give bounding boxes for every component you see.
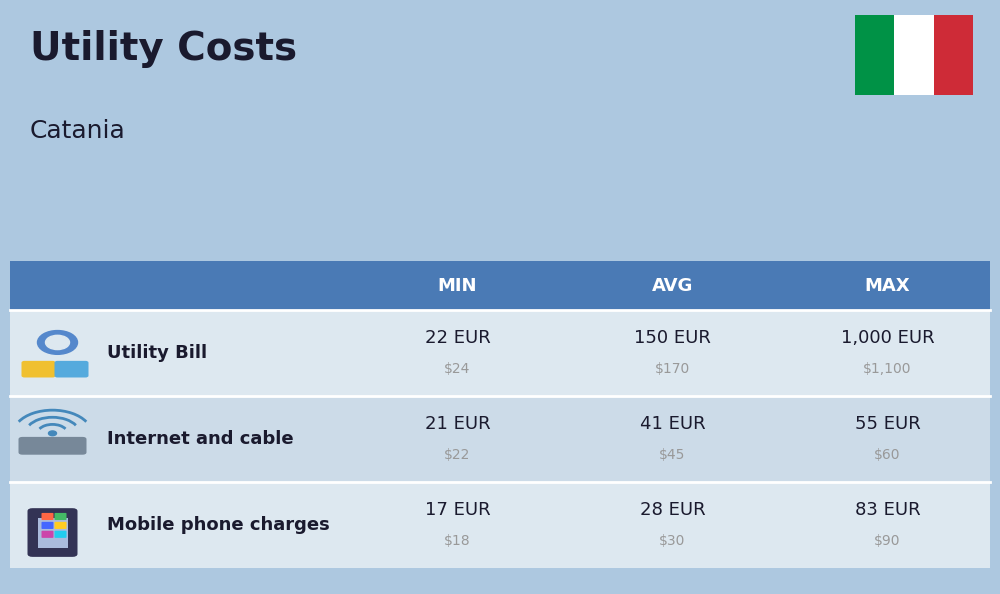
- FancyBboxPatch shape: [10, 261, 990, 310]
- FancyBboxPatch shape: [22, 361, 56, 378]
- Text: 22 EUR: 22 EUR: [425, 328, 490, 347]
- Text: $1,100: $1,100: [863, 362, 912, 375]
- Text: $22: $22: [444, 448, 471, 462]
- Text: $60: $60: [874, 448, 901, 462]
- Text: $24: $24: [444, 362, 471, 375]
- FancyBboxPatch shape: [10, 310, 990, 396]
- Text: $170: $170: [655, 362, 690, 375]
- Circle shape: [46, 335, 70, 349]
- FancyBboxPatch shape: [42, 531, 54, 538]
- FancyBboxPatch shape: [42, 522, 54, 529]
- Text: AVG: AVG: [652, 277, 693, 295]
- FancyBboxPatch shape: [55, 531, 66, 538]
- FancyBboxPatch shape: [42, 513, 54, 520]
- Text: Catania: Catania: [30, 119, 126, 143]
- Text: 1,000 EUR: 1,000 EUR: [841, 328, 934, 347]
- FancyBboxPatch shape: [55, 513, 66, 520]
- Text: MAX: MAX: [865, 277, 910, 295]
- FancyBboxPatch shape: [934, 15, 973, 95]
- Text: 41 EUR: 41 EUR: [640, 415, 705, 433]
- Text: Utility Bill: Utility Bill: [107, 344, 207, 362]
- FancyBboxPatch shape: [10, 482, 990, 568]
- Text: MIN: MIN: [438, 277, 477, 295]
- Text: 17 EUR: 17 EUR: [425, 501, 490, 519]
- Circle shape: [49, 431, 57, 435]
- FancyBboxPatch shape: [38, 518, 68, 548]
- Text: 83 EUR: 83 EUR: [855, 501, 920, 519]
- Text: 150 EUR: 150 EUR: [634, 328, 711, 347]
- Text: $30: $30: [659, 534, 686, 548]
- Text: 28 EUR: 28 EUR: [640, 501, 705, 519]
- Text: $18: $18: [444, 534, 471, 548]
- FancyBboxPatch shape: [894, 15, 934, 95]
- FancyBboxPatch shape: [19, 437, 87, 455]
- Text: $45: $45: [659, 448, 686, 462]
- Text: $90: $90: [874, 534, 901, 548]
- Text: 55 EUR: 55 EUR: [855, 415, 920, 433]
- Text: Internet and cable: Internet and cable: [107, 430, 294, 448]
- FancyBboxPatch shape: [54, 361, 88, 378]
- Circle shape: [38, 330, 78, 354]
- Text: Mobile phone charges: Mobile phone charges: [107, 516, 330, 535]
- FancyBboxPatch shape: [855, 15, 894, 95]
- Text: 21 EUR: 21 EUR: [425, 415, 490, 433]
- FancyBboxPatch shape: [10, 396, 990, 482]
- FancyBboxPatch shape: [55, 522, 66, 529]
- FancyBboxPatch shape: [28, 508, 78, 557]
- Text: Utility Costs: Utility Costs: [30, 30, 297, 68]
